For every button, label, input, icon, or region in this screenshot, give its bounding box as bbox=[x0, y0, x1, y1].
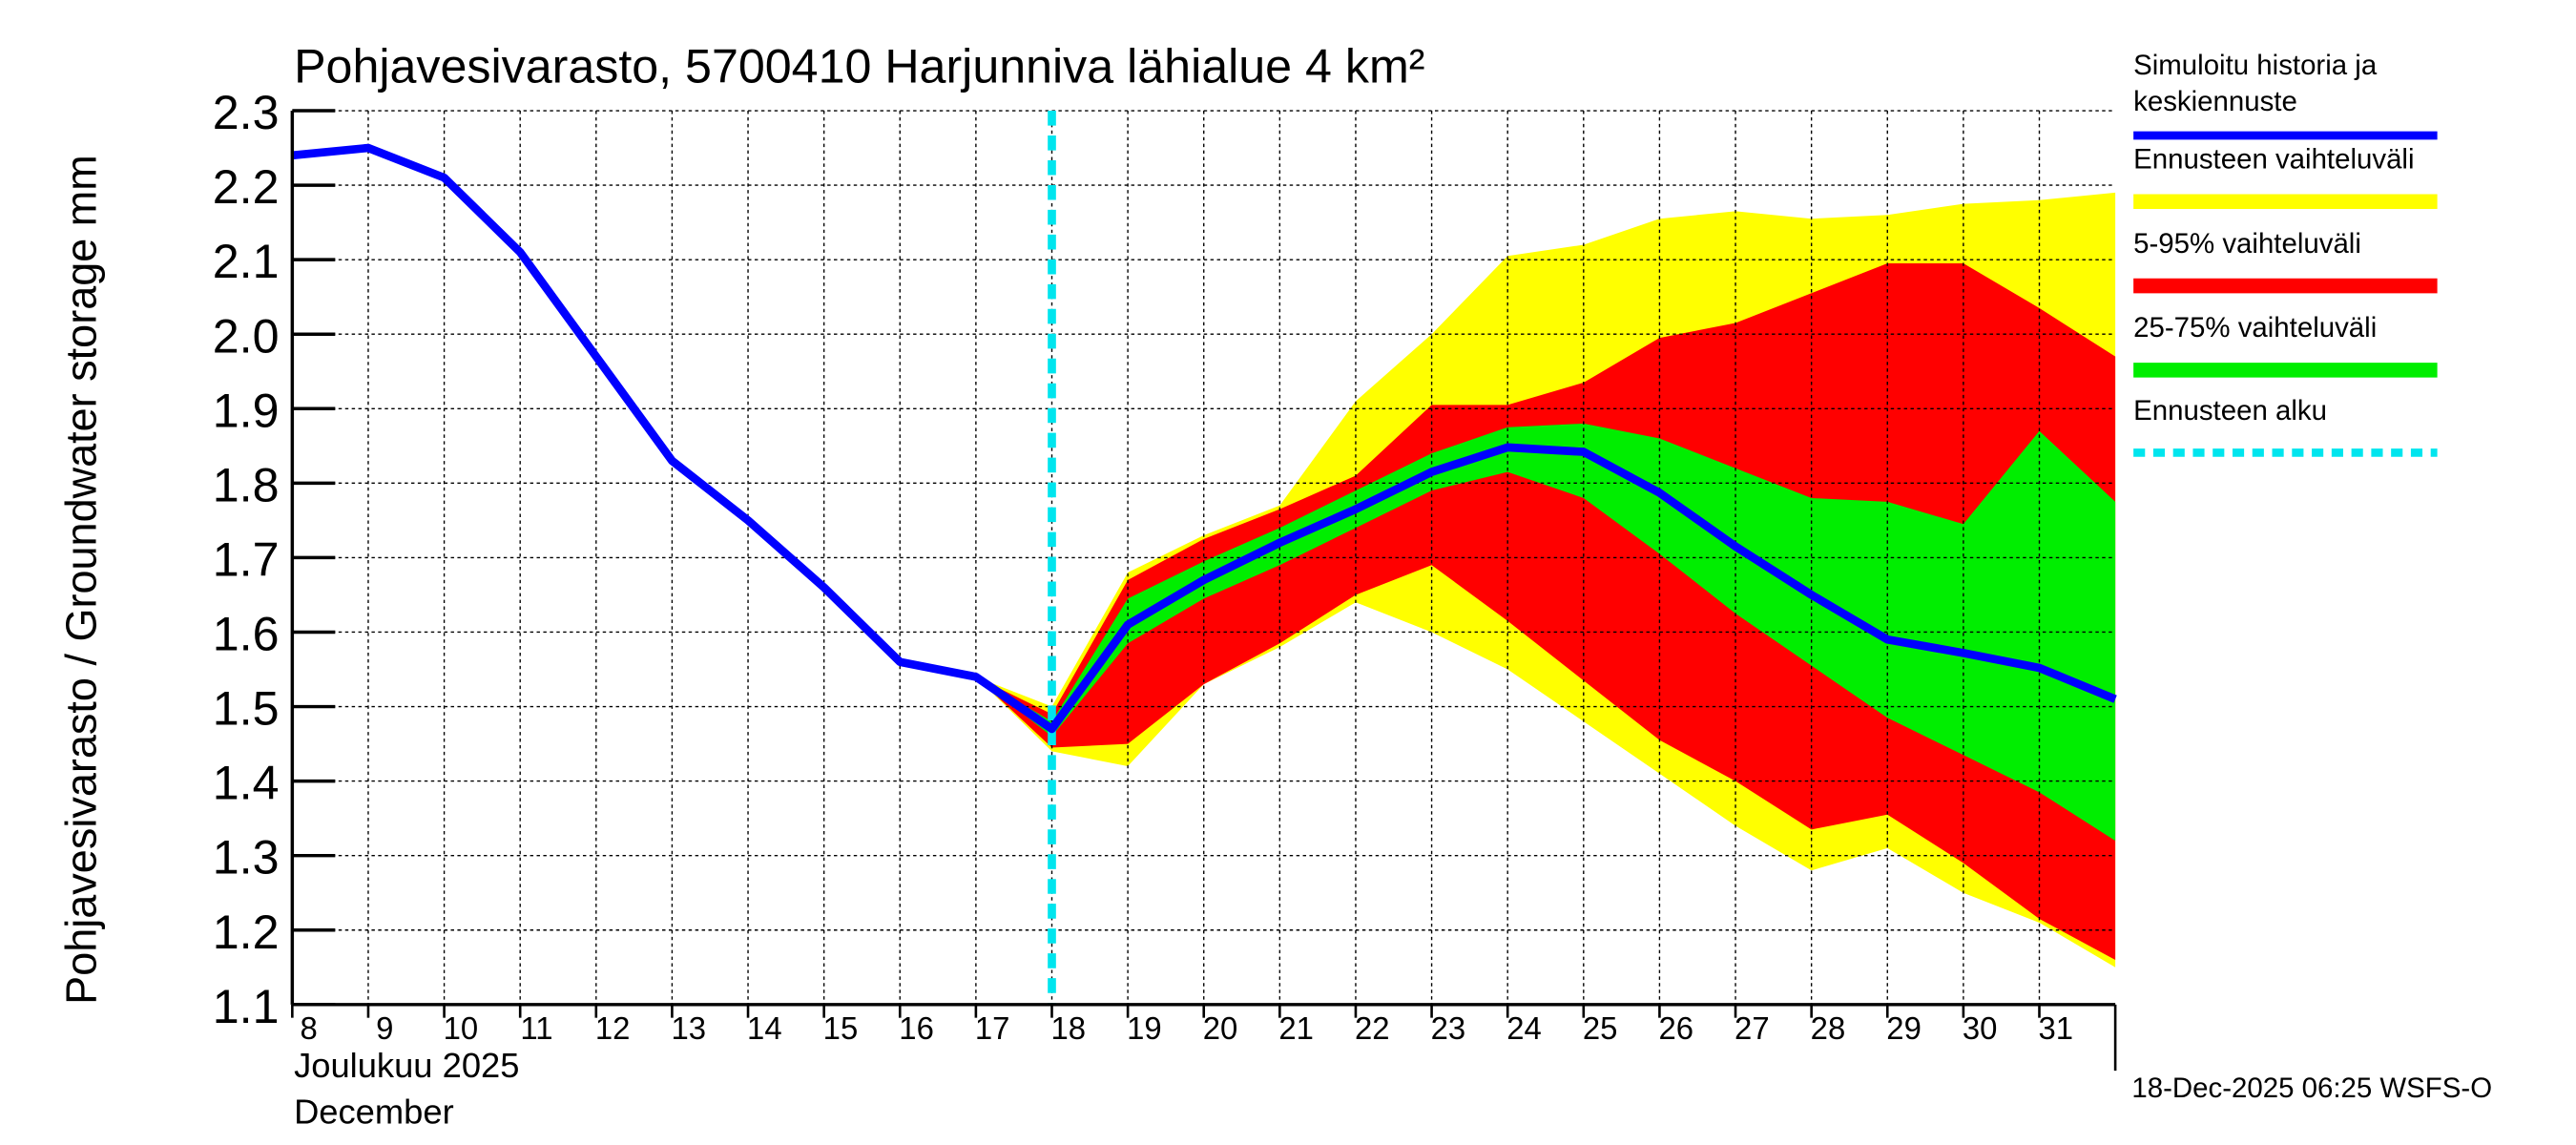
x-tick-label: 8 bbox=[301, 1010, 318, 1046]
x-tick-label: 22 bbox=[1355, 1010, 1390, 1046]
p5-95-band bbox=[975, 263, 2116, 960]
x-tick-label: 31 bbox=[2039, 1010, 2074, 1046]
chart-title: Pohjavesivarasto, 5700410 Harjunniva läh… bbox=[294, 40, 1424, 94]
y-tick-label: 2.0 bbox=[213, 309, 280, 363]
y-tick-label: 1.8 bbox=[213, 458, 280, 511]
legend-label: 25-75% vaihteluväli bbox=[2133, 312, 2377, 344]
y-axis-label: Pohjavesivarasto / Groundwater storage m… bbox=[56, 155, 105, 1005]
y-tick-label: 1.7 bbox=[213, 532, 280, 586]
legend-label: Simuloitu historia ja bbox=[2133, 50, 2378, 81]
y-tick-label: 1.2 bbox=[213, 906, 280, 959]
footer-timestamp: 18-Dec-2025 06:25 WSFS-O bbox=[2131, 1072, 2492, 1104]
x-axis-month: Joulukuu 2025 bbox=[294, 1046, 519, 1085]
y-tick-label: 1.6 bbox=[213, 608, 280, 661]
y-tick-label: 1.4 bbox=[213, 757, 280, 810]
x-tick-label: 16 bbox=[899, 1010, 934, 1046]
x-tick-label: 11 bbox=[520, 1010, 552, 1046]
x-tick-label: 21 bbox=[1278, 1010, 1314, 1046]
x-tick-label: 30 bbox=[1963, 1010, 1998, 1046]
x-tick-label: 15 bbox=[823, 1010, 859, 1046]
legend-label: Ennusteen vaihteluväli bbox=[2133, 144, 2414, 176]
y-tick-label: 1.1 bbox=[213, 980, 280, 1033]
x-tick-label: 20 bbox=[1203, 1010, 1238, 1046]
p25-75-band bbox=[975, 423, 2116, 842]
axes-layer: 1.1 1.2 1.3 1.4 1.5 1.6 1.7 1.8 1.9 2.0 2.1 2.2 2.3 8… bbox=[213, 86, 2117, 1072]
y-tick-label: 2.2 bbox=[213, 160, 280, 214]
x-tick-label: 18 bbox=[1051, 1010, 1087, 1046]
grid-layer bbox=[292, 110, 2116, 1005]
y-tick-label: 2.1 bbox=[213, 235, 280, 288]
x-tick-label: 28 bbox=[1811, 1010, 1846, 1046]
x-tick-label: 29 bbox=[1886, 1010, 1922, 1046]
bands-layer bbox=[975, 192, 2116, 968]
y-tick-label: 2.3 bbox=[213, 86, 280, 139]
x-tick-label: 19 bbox=[1127, 1010, 1162, 1046]
x-tick-label: 24 bbox=[1506, 1010, 1542, 1046]
x-axis-month-en: December bbox=[294, 1092, 454, 1131]
x-tick-label: 14 bbox=[747, 1010, 782, 1046]
x-tick-label: 9 bbox=[376, 1010, 393, 1046]
x-tick-label: 23 bbox=[1431, 1010, 1466, 1046]
y-tick-label: 1.5 bbox=[213, 682, 280, 736]
x-tick-label: 12 bbox=[595, 1010, 631, 1046]
x-tick-label: 13 bbox=[671, 1010, 706, 1046]
legend-label: Ennusteen alku bbox=[2133, 395, 2327, 427]
x-tick-label: 27 bbox=[1735, 1010, 1770, 1046]
x-tick-label: 17 bbox=[975, 1010, 1010, 1046]
median-line bbox=[291, 143, 2117, 734]
y-tick-label: 1.3 bbox=[213, 831, 280, 885]
legend-label: 5-95% vaihteluväli bbox=[2133, 228, 2361, 260]
legend: Simuloitu historia ja keskiennuste Ennuste… bbox=[2133, 50, 2438, 457]
lines-layer bbox=[291, 111, 2117, 1005]
x-tick-label: 25 bbox=[1583, 1010, 1618, 1046]
x-tick-label: 26 bbox=[1658, 1010, 1693, 1046]
x-tick-label: 10 bbox=[444, 1010, 479, 1046]
y-tick-label: 1.9 bbox=[213, 384, 280, 437]
legend-label: keskiennuste bbox=[2133, 86, 2297, 117]
